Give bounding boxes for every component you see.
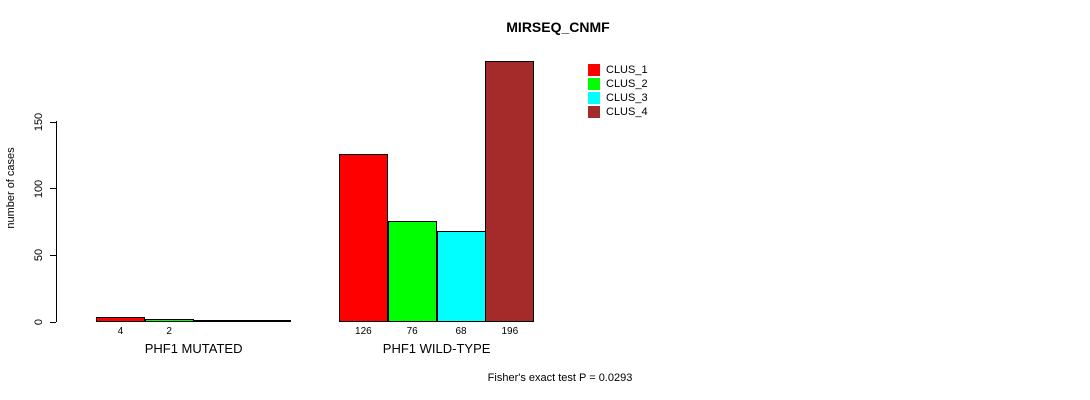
- group-label-1: PHF1 MUTATED: [144, 341, 243, 356]
- legend: CLUS_1 CLUS_2 CLUS_3 CLUS_4: [588, 63, 648, 119]
- y-tick-label: 150: [33, 112, 45, 132]
- bar-clus_3-group1: [194, 320, 243, 322]
- legend-swatch-icon: [588, 64, 600, 76]
- y-tick-label: 0: [33, 318, 45, 326]
- bar-clus_4-group1: [242, 320, 291, 322]
- bar-clus_3-group2: [437, 231, 486, 322]
- legend-label: CLUS_4: [606, 106, 648, 118]
- bar-clus_4-group2: [485, 61, 534, 322]
- chart-title: MIRSEQ_CNMF: [506, 19, 610, 35]
- bar-value-label: 68: [455, 326, 467, 337]
- y-axis-label: number of cases: [5, 147, 17, 229]
- bar-value-label: 4: [117, 326, 124, 337]
- y-axis-line: [56, 121, 57, 322]
- y-tick-mark: [50, 254, 56, 256]
- legend-swatch-icon: [588, 78, 600, 90]
- legend-swatch-icon: [588, 92, 600, 104]
- legend-label: CLUS_3: [606, 92, 648, 104]
- legend-item-clus_3: CLUS_3: [588, 91, 648, 105]
- group-label-2: PHF1 WILD-TYPE: [382, 341, 491, 356]
- bar-value-label: 126: [355, 326, 372, 337]
- bar-clus_2-group1: [145, 319, 194, 322]
- bar-clus_2-group2: [388, 221, 437, 322]
- legend-swatch-icon: [588, 106, 600, 118]
- bar-value-label: 196: [501, 326, 519, 337]
- y-tick-mark: [50, 188, 56, 190]
- legend-item-clus_1: CLUS_1: [588, 63, 648, 77]
- legend-item-clus_2: CLUS_2: [588, 77, 648, 91]
- bar-value-label: 2: [166, 326, 172, 337]
- legend-label: CLUS_2: [606, 78, 648, 90]
- bar-clus_1-group2: [339, 154, 388, 322]
- legend-item-clus_4: CLUS_4: [588, 105, 648, 119]
- bar-clus_1-group1: [96, 317, 145, 322]
- bar-value-label: 76: [406, 326, 418, 337]
- y-tick-mark: [50, 121, 56, 123]
- y-tick-mark: [50, 321, 56, 323]
- y-tick-label: 50: [33, 249, 45, 262]
- caption: Fisher's exact test P = 0.0293: [487, 372, 633, 384]
- y-tick-label: 100: [33, 179, 45, 198]
- legend-label: CLUS_1: [606, 64, 648, 76]
